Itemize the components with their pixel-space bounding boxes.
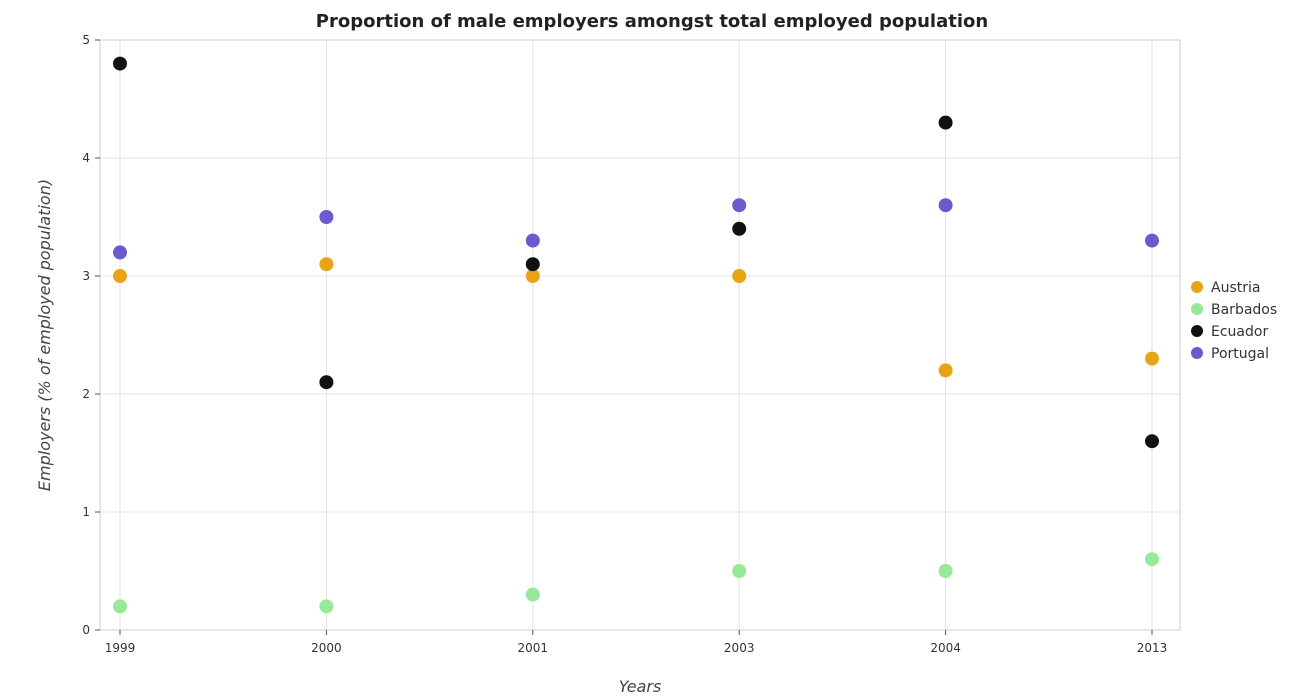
point-barbados [732, 564, 747, 578]
point-portugal [525, 233, 540, 248]
legend: Austria Barbados Ecuador Portugal [1191, 280, 1277, 362]
x-axis-ticks: 1999 2000 2001 2003 2004 2013 [105, 630, 1168, 655]
y-tick-label: 0 [82, 623, 90, 637]
chart-title: Proportion of male employers amongst tot… [316, 11, 988, 32]
point-portugal [732, 198, 747, 213]
point-barbados [1145, 552, 1159, 567]
legend-label-portugal: Portugal [1211, 346, 1269, 362]
x-tick-label: 2000 [311, 641, 342, 655]
legend-label-barbados: Barbados [1211, 302, 1277, 318]
x-tick-label: 2001 [518, 641, 549, 655]
point-austria [319, 257, 334, 272]
point-austria [113, 269, 127, 283]
y-tick-label: 3 [82, 269, 90, 283]
point-austria [1145, 351, 1159, 366]
point-ecuador [1145, 434, 1159, 449]
data-points [113, 56, 1159, 614]
y-tick-label: 2 [82, 387, 90, 401]
point-ecuador [113, 56, 127, 71]
point-ecuador [319, 375, 334, 390]
point-barbados [525, 587, 540, 602]
x-tick-label: 2013 [1137, 641, 1168, 655]
legend-label-ecuador: Ecuador [1211, 324, 1268, 340]
point-austria [525, 269, 540, 283]
y-tick-label: 1 [82, 505, 90, 519]
y-axis-label: Employers (% of employed population) [35, 179, 54, 491]
x-tick-label: 1999 [105, 641, 136, 655]
point-portugal [1145, 233, 1159, 248]
x-tick-label: 2004 [930, 641, 961, 655]
point-barbados [938, 564, 953, 578]
point-barbados [319, 599, 334, 614]
grid [100, 39, 1180, 631]
legend-marker-barbados [1191, 303, 1203, 315]
legend-marker-portugal [1191, 347, 1203, 359]
point-barbados [113, 599, 127, 614]
point-portugal [113, 245, 127, 260]
y-tick-label: 5 [82, 33, 90, 47]
legend-marker-austria [1191, 281, 1203, 293]
x-tick-label: 2003 [724, 641, 755, 655]
point-portugal [319, 210, 334, 224]
point-ecuador [525, 257, 540, 272]
y-tick-label: 4 [82, 151, 90, 165]
plot-frame [99, 39, 1181, 631]
x-axis-label: Years [619, 677, 662, 696]
legend-marker-ecuador [1191, 325, 1203, 337]
point-portugal [938, 198, 953, 213]
point-ecuador [732, 221, 747, 236]
legend-label-austria: Austria [1211, 280, 1260, 296]
y-axis-ticks: 0 1 2 3 4 5 [82, 33, 100, 637]
point-ecuador [938, 115, 953, 130]
point-austria [938, 363, 953, 378]
point-austria [732, 269, 747, 283]
